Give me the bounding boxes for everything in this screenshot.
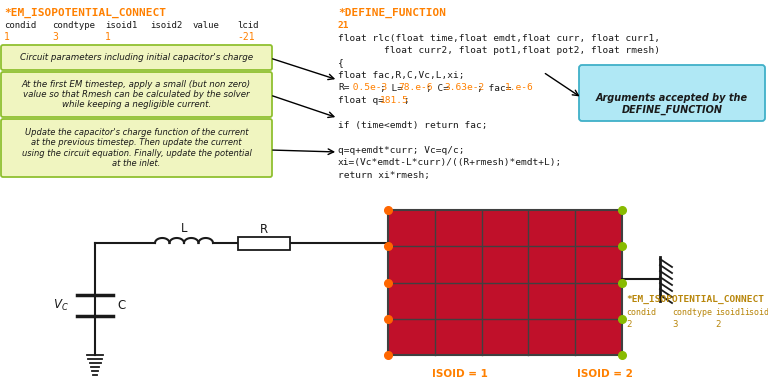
Text: float curr2, float pot1,float pot2, float rmesh): float curr2, float pot1,float pot2, floa… bbox=[338, 46, 660, 55]
Text: *EM_ISOPOTENTIAL_CONNECT: *EM_ISOPOTENTIAL_CONNECT bbox=[626, 295, 764, 304]
Text: Circuit parameters including initial capacitor's charge: Circuit parameters including initial cap… bbox=[20, 53, 253, 62]
FancyBboxPatch shape bbox=[1, 119, 272, 177]
Text: condtype: condtype bbox=[672, 308, 712, 317]
Text: q=q+emdt*curr; Vc=q/c;: q=q+emdt*curr; Vc=q/c; bbox=[338, 146, 465, 155]
Text: float fac,R,C,Vc,L,xi;: float fac,R,C,Vc,L,xi; bbox=[338, 71, 465, 80]
Text: condid: condid bbox=[626, 308, 656, 317]
Text: 21: 21 bbox=[338, 21, 349, 30]
Text: ; C=: ; C= bbox=[425, 83, 449, 92]
Text: condid: condid bbox=[4, 21, 36, 30]
Text: isoid1: isoid1 bbox=[715, 308, 745, 317]
Text: value: value bbox=[193, 21, 220, 30]
Text: {: { bbox=[338, 58, 344, 67]
FancyBboxPatch shape bbox=[1, 45, 272, 70]
Text: 1: 1 bbox=[105, 32, 111, 42]
Text: lcid: lcid bbox=[237, 21, 259, 30]
Text: L: L bbox=[180, 222, 187, 235]
Text: 78.e-6: 78.e-6 bbox=[398, 83, 432, 92]
Text: 1: 1 bbox=[4, 32, 10, 42]
Text: if (time<emdt) return fac;: if (time<emdt) return fac; bbox=[338, 121, 488, 130]
Text: ISOID = 2: ISOID = 2 bbox=[577, 369, 633, 379]
Text: $V_C$: $V_C$ bbox=[53, 298, 69, 313]
Text: R=: R= bbox=[338, 83, 349, 92]
FancyBboxPatch shape bbox=[1, 72, 272, 117]
Text: 3: 3 bbox=[672, 320, 677, 329]
Text: ;: ; bbox=[402, 96, 409, 105]
Text: C: C bbox=[117, 299, 125, 312]
Text: 2: 2 bbox=[626, 320, 631, 329]
Text: 3.63e-2: 3.63e-2 bbox=[444, 83, 485, 92]
Text: xi=(Vc*emdt-L*curr)/((R+rmesh)*emdt+L);: xi=(Vc*emdt-L*curr)/((R+rmesh)*emdt+L); bbox=[338, 158, 562, 168]
Text: 181.5: 181.5 bbox=[379, 96, 409, 105]
Text: condtype: condtype bbox=[52, 21, 95, 30]
Text: *EM_ISOPOTENTIAL_CONNECT: *EM_ISOPOTENTIAL_CONNECT bbox=[4, 8, 166, 18]
Text: -21: -21 bbox=[237, 32, 255, 42]
Text: Update the capacitor's charge function of the current
at the previous timestep. : Update the capacitor's charge function o… bbox=[22, 128, 251, 168]
FancyBboxPatch shape bbox=[579, 65, 765, 121]
Text: 3: 3 bbox=[52, 32, 58, 42]
Text: float q=: float q= bbox=[338, 96, 389, 105]
Bar bbox=[238, 236, 290, 249]
Text: float rlc(float time,float emdt,float curr, float curr1,: float rlc(float time,float emdt,float cu… bbox=[338, 33, 660, 42]
Text: isoid2: isoid2 bbox=[744, 308, 768, 317]
Text: 1.e-6: 1.e-6 bbox=[505, 83, 533, 92]
Text: isoid2: isoid2 bbox=[150, 21, 182, 30]
Text: ISOID = 1: ISOID = 1 bbox=[432, 369, 488, 379]
Text: return xi*rmesh;: return xi*rmesh; bbox=[338, 171, 430, 180]
Text: 2: 2 bbox=[715, 320, 720, 329]
Text: R: R bbox=[260, 223, 268, 236]
Text: At the first EM timestep, apply a small (but non zero)
value so that Rmesh can b: At the first EM timestep, apply a small … bbox=[22, 80, 251, 110]
Text: *DEFINE_FUNCTION: *DEFINE_FUNCTION bbox=[338, 8, 446, 18]
Text: ; fac=: ; fac= bbox=[477, 83, 511, 92]
Bar bbox=[388, 210, 622, 355]
Text: Arguments accepted by the
DEFINE_FUNCTION: Arguments accepted by the DEFINE_FUNCTIO… bbox=[596, 93, 748, 115]
Text: 0.5e-3: 0.5e-3 bbox=[347, 83, 388, 92]
Text: ; L=: ; L= bbox=[379, 83, 402, 92]
Text: isoid1: isoid1 bbox=[105, 21, 137, 30]
